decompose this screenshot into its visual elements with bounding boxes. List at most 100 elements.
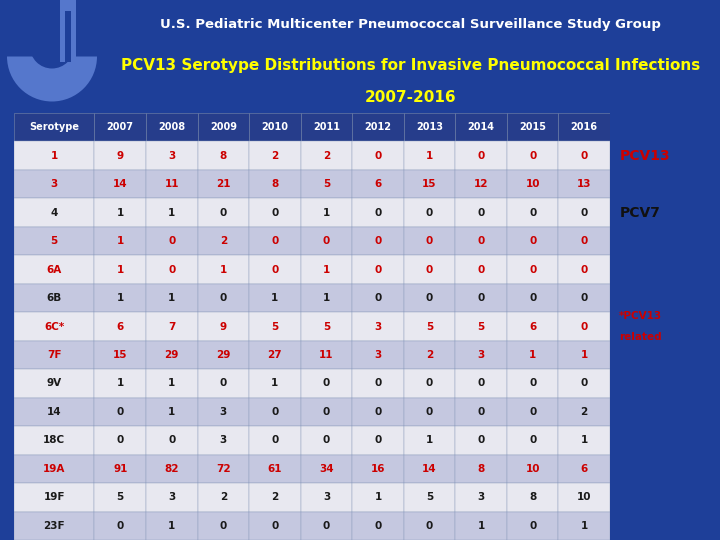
Bar: [146, 141, 197, 170]
Bar: [14, 341, 94, 369]
Bar: [65, 11, 71, 62]
Text: 12: 12: [474, 179, 488, 189]
Bar: [352, 141, 404, 170]
Bar: [94, 511, 146, 540]
Bar: [404, 141, 455, 170]
Bar: [507, 426, 559, 455]
Bar: [352, 198, 404, 227]
Text: 0: 0: [580, 208, 588, 218]
Text: 0: 0: [426, 521, 433, 531]
Text: 0: 0: [580, 265, 588, 274]
Text: 11: 11: [165, 179, 179, 189]
Text: 0: 0: [426, 265, 433, 274]
Text: 29: 29: [165, 350, 179, 360]
Bar: [197, 141, 249, 170]
Text: 0: 0: [374, 208, 382, 218]
Text: 0: 0: [323, 379, 330, 388]
Bar: [404, 113, 455, 141]
Bar: [249, 455, 301, 483]
Bar: [559, 312, 610, 341]
Bar: [94, 397, 146, 426]
Bar: [14, 227, 94, 255]
Bar: [507, 483, 559, 511]
Text: 8: 8: [529, 492, 536, 502]
Bar: [352, 426, 404, 455]
Bar: [559, 341, 610, 369]
Bar: [94, 341, 146, 369]
Text: 0: 0: [529, 407, 536, 417]
Bar: [352, 397, 404, 426]
Text: 2: 2: [271, 492, 279, 502]
Bar: [14, 455, 94, 483]
Text: 2: 2: [220, 236, 227, 246]
Text: 5: 5: [50, 236, 58, 246]
Bar: [404, 312, 455, 341]
Text: 6: 6: [580, 464, 588, 474]
Text: 0: 0: [220, 521, 227, 531]
Text: 3: 3: [168, 151, 176, 161]
Bar: [455, 113, 507, 141]
Bar: [455, 511, 507, 540]
Bar: [14, 113, 94, 141]
Text: 5: 5: [117, 492, 124, 502]
Bar: [507, 170, 559, 198]
Bar: [249, 312, 301, 341]
Text: 2009: 2009: [210, 122, 237, 132]
Text: 0: 0: [323, 521, 330, 531]
Text: 8: 8: [477, 464, 485, 474]
Bar: [249, 227, 301, 255]
Bar: [301, 255, 352, 284]
Text: 0: 0: [529, 265, 536, 274]
Bar: [559, 198, 610, 227]
Text: 0: 0: [374, 521, 382, 531]
Bar: [455, 284, 507, 312]
Text: 0: 0: [374, 236, 382, 246]
Bar: [94, 455, 146, 483]
Text: 0: 0: [220, 379, 227, 388]
Bar: [146, 455, 197, 483]
Text: 0: 0: [374, 293, 382, 303]
Bar: [249, 511, 301, 540]
Text: 2007: 2007: [107, 122, 134, 132]
Text: 0: 0: [426, 236, 433, 246]
Wedge shape: [7, 57, 97, 102]
Text: 2: 2: [580, 407, 588, 417]
Text: 0: 0: [529, 293, 536, 303]
Text: 2007-2016: 2007-2016: [364, 90, 456, 105]
Text: 19F: 19F: [43, 492, 65, 502]
Text: 7F: 7F: [47, 350, 61, 360]
Bar: [352, 511, 404, 540]
Text: 0: 0: [117, 521, 124, 531]
Bar: [404, 284, 455, 312]
Text: 1: 1: [374, 492, 382, 502]
Bar: [507, 369, 559, 397]
Bar: [197, 170, 249, 198]
Text: 2: 2: [220, 492, 227, 502]
Bar: [507, 198, 559, 227]
Bar: [507, 113, 559, 141]
Bar: [559, 255, 610, 284]
Text: 3: 3: [374, 321, 382, 332]
Text: 29: 29: [216, 350, 230, 360]
Bar: [197, 227, 249, 255]
Text: 3: 3: [50, 179, 58, 189]
Bar: [146, 198, 197, 227]
Text: 0: 0: [374, 407, 382, 417]
Bar: [197, 284, 249, 312]
Bar: [14, 511, 94, 540]
Text: 2: 2: [271, 151, 279, 161]
Text: 0: 0: [426, 293, 433, 303]
Bar: [94, 426, 146, 455]
Text: 34: 34: [319, 464, 334, 474]
Text: 0: 0: [477, 379, 485, 388]
Text: 2016: 2016: [571, 122, 598, 132]
Bar: [94, 369, 146, 397]
Bar: [249, 113, 301, 141]
Text: 0: 0: [323, 407, 330, 417]
Bar: [559, 511, 610, 540]
Bar: [14, 426, 94, 455]
Bar: [249, 341, 301, 369]
Bar: [404, 426, 455, 455]
Text: 0: 0: [271, 521, 279, 531]
Bar: [197, 341, 249, 369]
